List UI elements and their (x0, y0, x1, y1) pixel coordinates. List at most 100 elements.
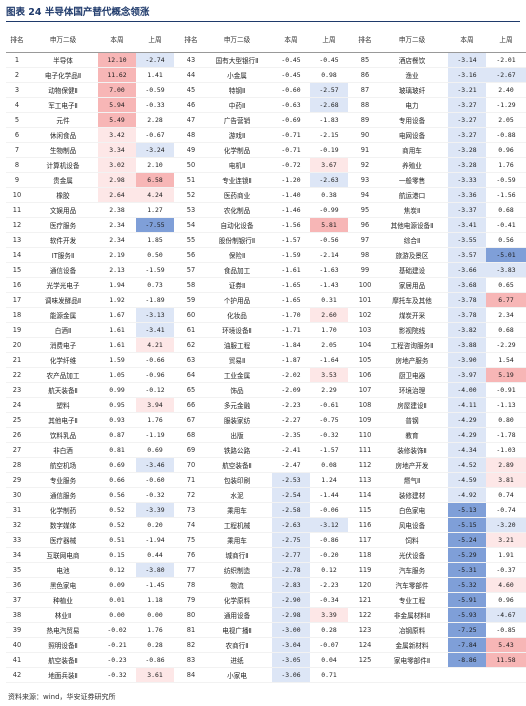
prev-change-cell: -1.83 (310, 112, 348, 128)
industry-cell: 白色家电 (376, 502, 448, 518)
industry-cell: 化学原料 (202, 592, 272, 608)
industry-cell: 专业工程 (376, 592, 448, 608)
week-change-cell: -1.46 (272, 202, 310, 218)
column-gap (348, 247, 354, 263)
week-change-cell: -3.36 (448, 187, 486, 203)
column-gap (348, 82, 354, 98)
prev-change-cell: -3.41 (136, 322, 174, 338)
table-row: 18 能源金属 1.67 -3.13 60 化妆品 -1.70 2.60 102 煤炭开采 -3.7… (6, 307, 526, 323)
week-change-cell: -0.23 (98, 652, 136, 668)
industry-cell: 其他电子Ⅱ (28, 412, 98, 428)
week-change-cell: 0.56 (98, 487, 136, 503)
week-change-cell: 7.00 (98, 82, 136, 98)
column-gap (174, 217, 180, 233)
prev-change-cell: -0.32 (136, 487, 174, 503)
prev-change-cell: 0.20 (136, 517, 174, 533)
header-rank: 排名 (6, 28, 28, 53)
rank-cell: 100 (354, 277, 376, 293)
prev-change-cell: -2.74 (136, 52, 174, 68)
week-change-cell: -0.32 (98, 667, 136, 683)
column-gap (348, 202, 354, 218)
column-gap (174, 82, 180, 98)
prev-change-cell: -1.94 (136, 532, 174, 548)
prev-change-cell: 1.18 (136, 592, 174, 608)
industry-cell: 热电汽贸易 (28, 622, 98, 638)
industry-cell: 软件开发 (28, 232, 98, 248)
column-gap (348, 517, 354, 533)
industry-cell: 航天装备Ⅱ (28, 382, 98, 398)
rank-cell: 125 (354, 652, 376, 668)
week-change-cell: -2.53 (272, 472, 310, 488)
prev-change-cell: 5.81 (310, 217, 348, 233)
week-change-cell: 0.00 (98, 607, 136, 623)
column-gap (348, 97, 354, 113)
industry-cell: 家电零部件Ⅱ (376, 652, 448, 668)
week-change-cell: -1.65 (272, 292, 310, 308)
week-change-cell: -1.57 (272, 232, 310, 248)
industry-cell: 保险Ⅱ (202, 247, 272, 263)
rank-cell: 89 (354, 112, 376, 128)
industry-cell: 消费电子 (28, 337, 98, 353)
table-row: 42 地面兵装Ⅱ -0.32 3.61 84 小家电 -3.06 0.71 (6, 667, 526, 683)
rank-cell: 120 (354, 577, 376, 593)
column-gap (174, 187, 180, 203)
rank-cell: 23 (6, 382, 28, 398)
prev-change-cell: -2.01 (486, 52, 526, 68)
rank-cell: 101 (354, 292, 376, 308)
rank-cell: 70 (180, 457, 202, 473)
industry-cell: 国有大型银行Ⅱ (202, 52, 272, 68)
industry-cell: 通信设备 (28, 262, 98, 278)
industry-cell: 风电设备 (376, 517, 448, 533)
prev-change-cell: 3.21 (486, 532, 526, 548)
prev-change-cell: 0.08 (310, 457, 348, 473)
industry-cell: 光学光电子 (28, 277, 98, 293)
industry-cell: 电池 (28, 562, 98, 578)
industry-cell: 小家电 (202, 667, 272, 683)
week-change-cell: -0.69 (272, 112, 310, 128)
industry-cell: 黑色家电 (28, 577, 98, 593)
week-change-cell: 0.66 (98, 472, 136, 488)
column-gap (348, 442, 354, 458)
rank-cell: 74 (180, 517, 202, 533)
column-gap (174, 112, 180, 128)
industry-cell: 自动化设备 (202, 217, 272, 233)
week-change-cell: -3.82 (448, 322, 486, 338)
industry-cell: 白酒Ⅱ (28, 322, 98, 338)
prev-change-cell: 0.50 (136, 247, 174, 263)
industry-cell: 航空装备Ⅱ (202, 457, 272, 473)
column-gap (348, 457, 354, 473)
table-row: 15 通信设备 2.13 -1.59 57 食品加工 -1.61 -1.63 99 基础建设 -3.… (6, 262, 526, 278)
prev-change-cell: 3.81 (486, 472, 526, 488)
prev-change-cell: -0.34 (310, 592, 348, 608)
week-change-cell: -2.47 (272, 457, 310, 473)
industry-cell: 农化制品 (202, 202, 272, 218)
prev-change-cell: 2.05 (486, 112, 526, 128)
rank-cell: 14 (6, 247, 28, 263)
rank-cell: 33 (6, 532, 28, 548)
week-change-cell: 2.64 (98, 187, 136, 203)
rank-cell: 24 (6, 397, 28, 413)
header-week: 本周 (98, 28, 136, 53)
week-change-cell: -1.56 (272, 217, 310, 233)
prev-change-cell: -2.67 (486, 67, 526, 83)
week-change-cell: 0.81 (98, 442, 136, 458)
table-row: 10 橡胶 2.64 4.24 52 医药商业 -1.40 0.38 94 航运港口 -3.36 -1… (6, 187, 526, 203)
rank-cell: 59 (180, 292, 202, 308)
week-change-cell: -2.09 (272, 382, 310, 398)
industry-cell: 农产品加工 (28, 367, 98, 383)
column-gap (174, 472, 180, 488)
industry-cell: 塑料 (28, 397, 98, 413)
rank-cell: 1 (6, 52, 28, 68)
rank-cell: 4 (6, 97, 28, 113)
table-row: 4 军工电子Ⅱ 5.94 -0.33 46 中药Ⅱ -0.63 -2.68 88 电力 -3.27-… (6, 97, 526, 113)
week-change-cell: -2.54 (272, 487, 310, 503)
prev-change-cell: -0.67 (136, 127, 174, 143)
rank-cell (354, 667, 376, 683)
week-change-cell: 0.52 (98, 502, 136, 518)
prev-change-cell: 0.28 (136, 637, 174, 653)
industry-cell: 饮料乳品 (28, 427, 98, 443)
header-name: 申万二级 (28, 28, 98, 53)
table-row: 41 航空装备Ⅱ -0.23 -0.86 83 进纸 -3.05 0.04 125 家电零部件Ⅱ -… (6, 652, 526, 668)
prev-change-cell: -3.24 (136, 142, 174, 158)
week-change-cell: -5.15 (448, 517, 486, 533)
